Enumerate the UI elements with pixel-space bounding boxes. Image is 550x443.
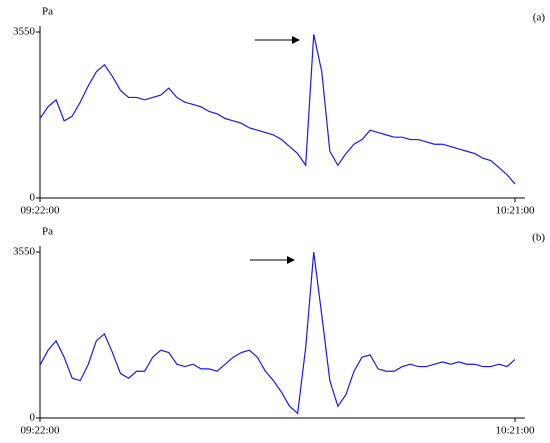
y-tick-label: 0 [30,412,36,424]
y-tick-label: 3550 [13,246,36,258]
y-axis-label: Pa [42,226,53,238]
x-tick-label: 10:21:00 [495,205,535,217]
y-tick-label: 3550 [13,26,36,38]
panel-label: (a) [533,12,546,24]
data-line [39,34,516,185]
panel-label: (b) [532,232,545,244]
arrow-head [287,256,295,264]
x-tick-label: 09:22:00 [20,205,60,217]
data-line [39,251,516,415]
x-tick-label: 10:21:00 [495,425,535,437]
x-tick-label: 09:22:00 [20,425,60,437]
arrow-head [292,36,300,44]
y-axis-label: Pa [42,6,53,18]
y-tick-label: 0 [30,192,36,204]
